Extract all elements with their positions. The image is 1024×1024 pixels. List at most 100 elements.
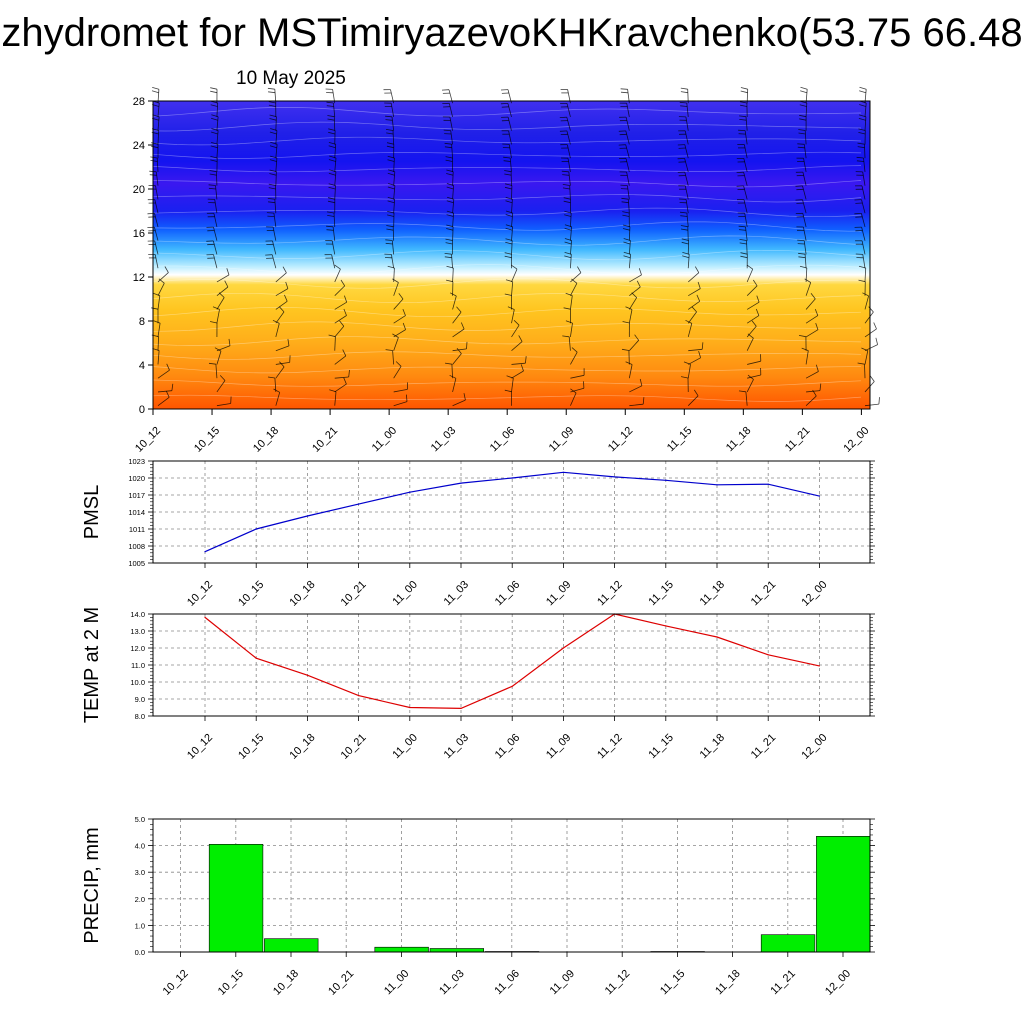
wind-barb <box>805 267 808 282</box>
contour-line <box>152 292 862 304</box>
wind-barb-flag <box>520 364 524 372</box>
y-tick-label: 12.0 <box>130 644 145 653</box>
wind-barb-flag <box>504 186 512 190</box>
wind-barb-flag <box>460 322 465 330</box>
wind-barb-flag <box>166 363 170 371</box>
wind-barb-flag <box>279 361 285 368</box>
wind-barb-flag <box>563 200 571 204</box>
wind-barb-flag <box>387 159 395 162</box>
wind-barb <box>746 338 754 351</box>
wind-barb-flag <box>815 322 819 330</box>
wind-barb-flag <box>328 334 336 338</box>
x-tick-label: 10_18 <box>287 732 317 762</box>
y-tick-label: 1005 <box>128 559 145 568</box>
wind-barb-flag <box>504 173 512 176</box>
contour-line <box>152 165 862 173</box>
x-tick-label: 11_06 <box>492 968 522 998</box>
wind-barb <box>864 350 869 365</box>
wind-barb-flag <box>208 184 216 186</box>
x-tick-label: 11_12 <box>595 579 625 609</box>
wind-barb-flag <box>449 292 457 297</box>
wind-barb-flag <box>386 132 394 135</box>
wind-barb-flag <box>326 229 334 231</box>
x-tick-label: 11_03 <box>429 425 459 455</box>
wind-barb-flag <box>210 321 218 324</box>
wind-barb <box>452 399 466 407</box>
wind-barb <box>275 171 277 186</box>
wind-barb <box>452 267 454 282</box>
wind-barb-flag <box>386 142 394 145</box>
wind-barb-flag <box>505 183 512 186</box>
wind-barb-flag <box>208 187 216 190</box>
wind-barb-flag <box>385 242 393 245</box>
wind-barb <box>569 185 571 200</box>
wind-barb-flag <box>562 174 570 176</box>
wind-barb-flag <box>636 280 641 288</box>
wind-barb <box>275 288 289 297</box>
wind-barb <box>688 300 700 310</box>
wind-barb-flag <box>268 104 276 107</box>
wind-barb <box>745 116 748 131</box>
wind-barb-flag <box>814 308 819 316</box>
wind-barb <box>331 254 336 269</box>
wind-barb-flag <box>326 211 335 214</box>
precip-bar <box>264 938 319 953</box>
x-tick-label: 11_12 <box>595 732 625 762</box>
wind-barb <box>391 254 395 269</box>
wind-barb <box>273 213 277 228</box>
contour-line <box>152 180 862 188</box>
wind-barb-flag <box>326 101 334 104</box>
wind-barb-flag <box>562 184 570 186</box>
wind-barb <box>511 240 513 255</box>
wind-barb-flag <box>859 86 867 90</box>
y-tick-label: 24 <box>133 140 145 152</box>
wind-barb <box>156 157 159 172</box>
wind-barb-flag <box>267 87 275 90</box>
wind-barb <box>626 103 630 118</box>
wind-barb <box>154 213 159 228</box>
wind-barb-flag <box>504 170 512 173</box>
wind-barb <box>213 213 218 228</box>
wind-barb <box>452 353 462 365</box>
wind-barb-flag <box>398 293 404 300</box>
y-tick-label: 12 <box>133 272 145 284</box>
wind-barb-flag <box>444 253 452 255</box>
x-tick-label: 11_18 <box>713 968 743 998</box>
wind-barb-flag <box>740 87 748 90</box>
wind-barb <box>275 366 285 379</box>
wind-barb <box>157 323 161 338</box>
wind-barb <box>805 315 819 324</box>
wind-barb <box>452 311 462 324</box>
wind-barb <box>684 185 689 200</box>
wind-barb-flag <box>268 183 276 186</box>
wind-barb-flag <box>682 255 690 259</box>
data-point <box>358 503 360 505</box>
wind-barb <box>334 336 336 351</box>
wind-barb-flag <box>738 229 747 231</box>
wind-barb <box>157 390 172 393</box>
wind-barb <box>157 283 165 296</box>
wind-barb-flag <box>444 146 452 149</box>
wind-barb-flag <box>269 173 277 176</box>
contour-line <box>152 321 862 332</box>
wind-barb <box>566 103 571 118</box>
wind-barb <box>275 300 288 310</box>
wind-barb <box>628 309 633 324</box>
wind-barb <box>509 157 512 172</box>
x-tick-label: 11_09 <box>548 968 578 998</box>
x-tick-label: 10_12 <box>133 425 163 455</box>
wind-barb <box>803 240 807 255</box>
wind-barb <box>688 348 703 352</box>
data-point <box>716 636 718 638</box>
wind-barb <box>393 315 406 324</box>
wind-barb-flag <box>385 349 393 351</box>
wind-barb-flag <box>623 241 631 245</box>
wind-barb-flag <box>642 397 645 405</box>
wind-barb-flag <box>327 118 335 121</box>
wind-barb-flag <box>740 90 748 94</box>
x-tick-label: 10_21 <box>310 425 340 455</box>
wind-barb-flag <box>328 145 336 149</box>
wind-barb-flag <box>446 169 454 173</box>
wind-barb-flag <box>859 90 867 94</box>
wind-barb <box>154 254 159 269</box>
